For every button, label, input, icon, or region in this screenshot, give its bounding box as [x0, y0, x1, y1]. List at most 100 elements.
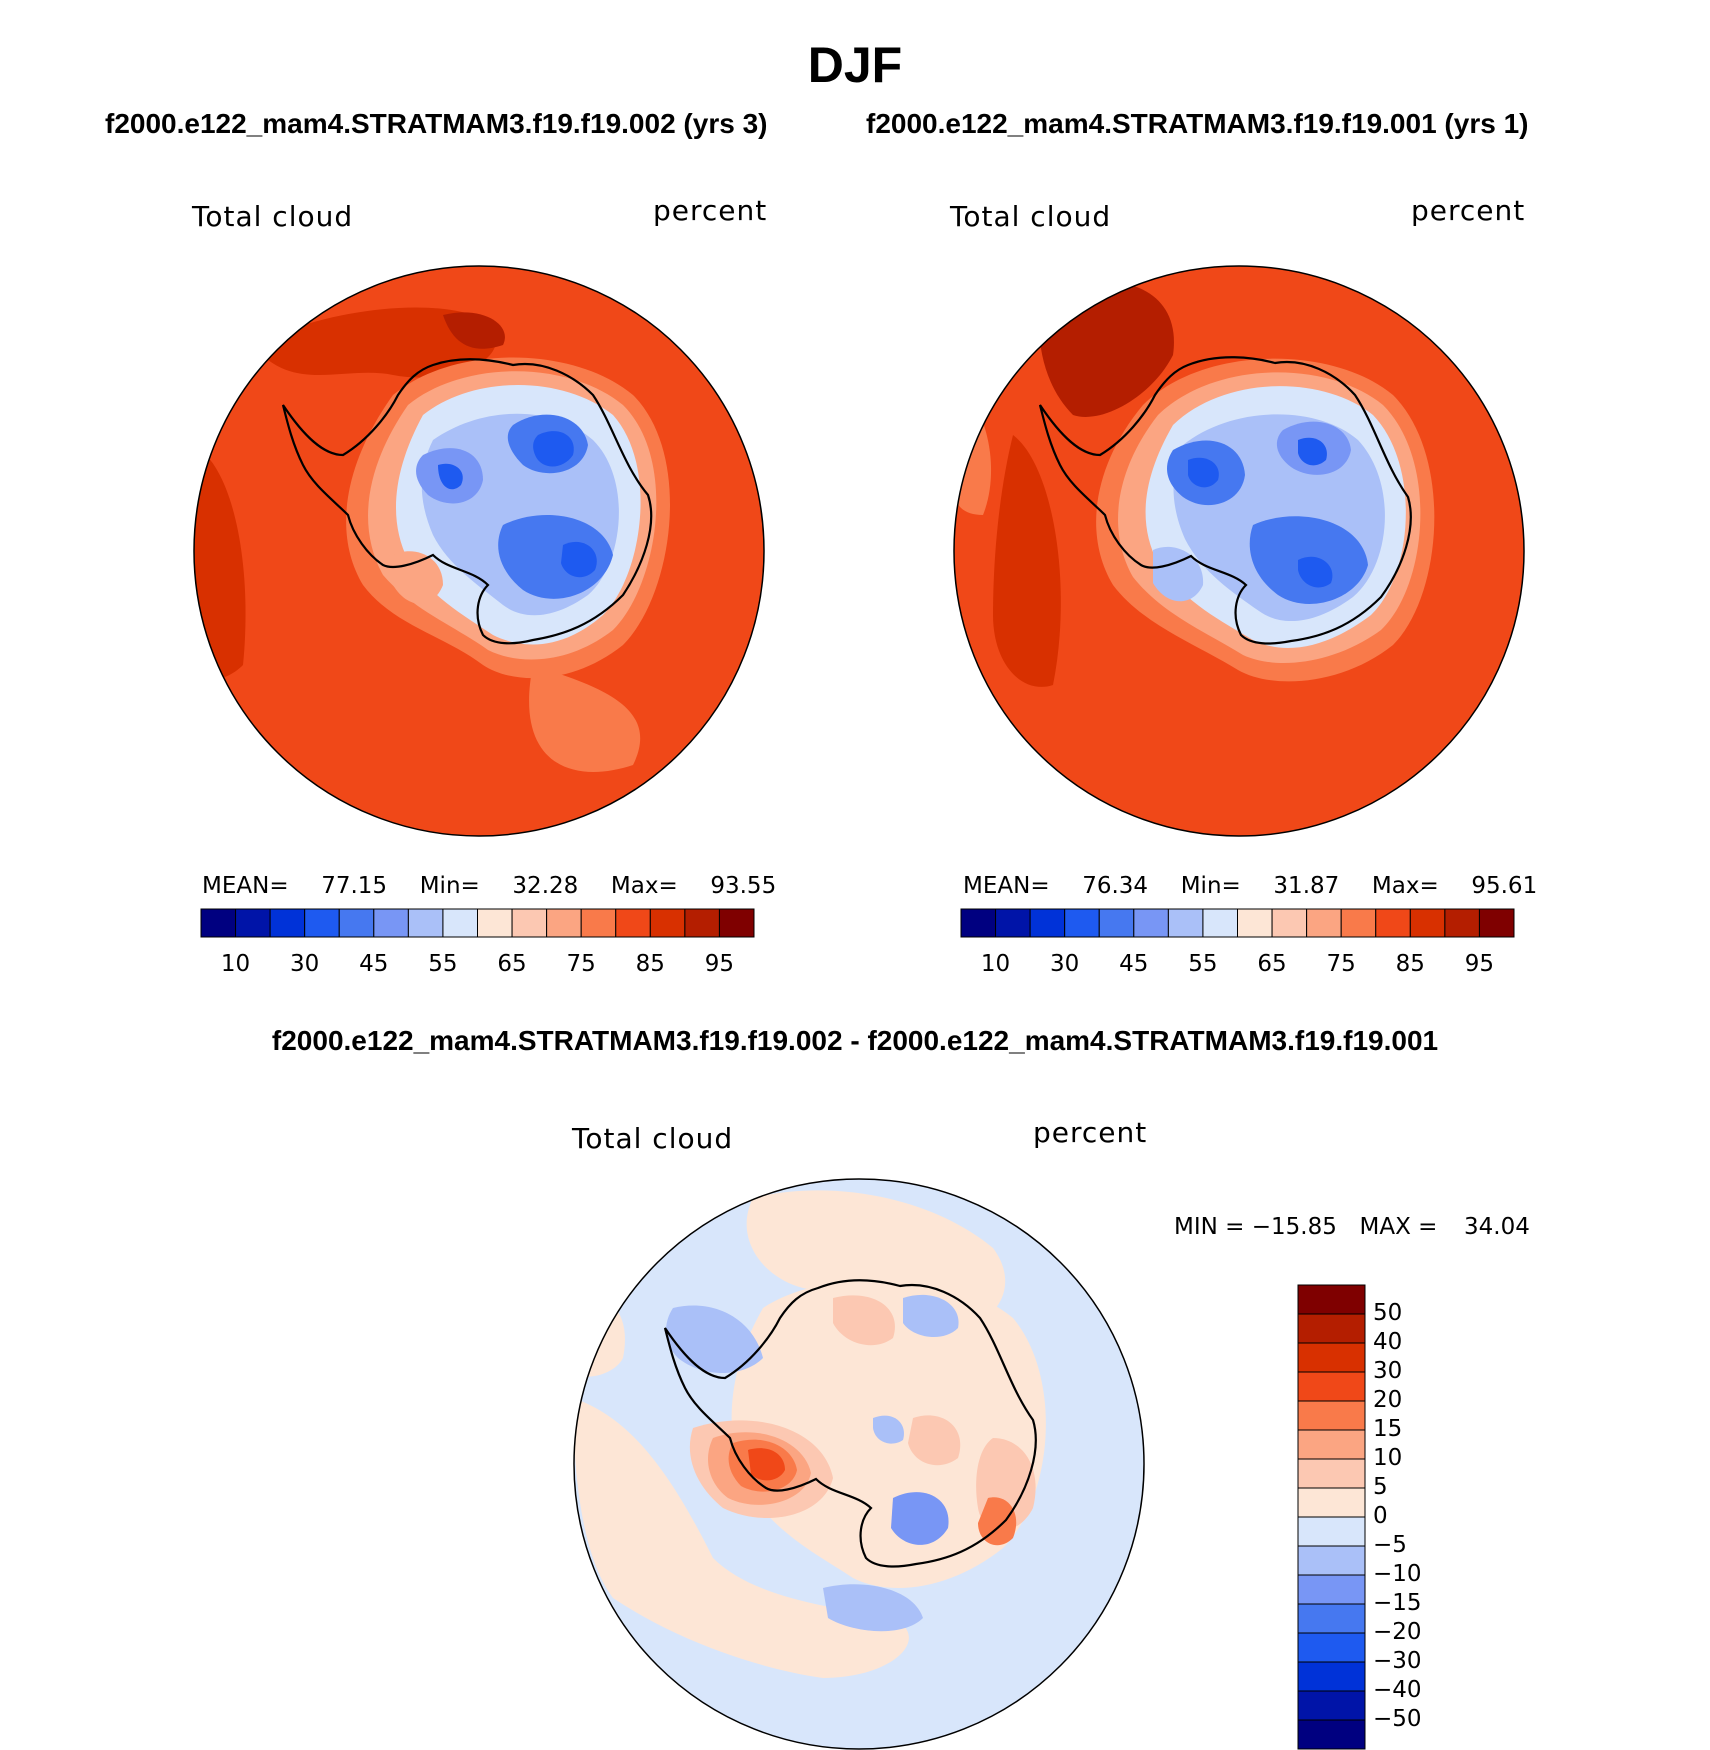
colorbar-tick-label: −30 [1373, 1648, 1422, 1674]
right-min-label: Min= [1180, 873, 1241, 899]
colorbar-cell [235, 908, 271, 938]
left-polar-map [193, 265, 765, 837]
colorbar-tick-label: 10 [220, 951, 251, 977]
colorbar-cell [1098, 908, 1135, 938]
colorbar-cell [200, 908, 237, 938]
left-interior-core-1 [533, 431, 574, 467]
diff-neg-patch-3 [891, 1492, 949, 1545]
right-max-value: 95.61 [1471, 873, 1538, 899]
colorbar-cell [1478, 908, 1515, 938]
left-ocean-high-patch-2 [194, 445, 246, 680]
right-mean-value: 76.34 [1082, 873, 1149, 899]
diff-pos2-patch-3 [908, 1415, 961, 1466]
colorbar-cell [1444, 908, 1480, 938]
colorbar-cell [649, 908, 686, 938]
right-polar-map [953, 265, 1525, 837]
diff-units-label: percent [1033, 1116, 1148, 1149]
colorbar-cell [338, 908, 375, 938]
colorbar-tick-label: 95 [1464, 951, 1495, 977]
colorbar-tick-label: 55 [1188, 951, 1218, 977]
colorbar-cell [1297, 1400, 1366, 1431]
colorbar-cell [1297, 1371, 1366, 1402]
diff-pos4-patch-east [978, 1497, 1017, 1546]
left-ocean-high-patch [253, 307, 497, 378]
diff-neg-patch-2 [903, 1294, 959, 1338]
colorbar-cell [442, 908, 478, 938]
colorbar-tick-label: 55 [428, 951, 458, 977]
colorbar-cell [1202, 908, 1238, 938]
colorbar-cell [1297, 1458, 1366, 1489]
colorbar-cell [1029, 908, 1066, 938]
right-max-label: Max= [1371, 873, 1439, 899]
colorbar-cell [1297, 1313, 1366, 1344]
colorbar-tick-label: −40 [1373, 1677, 1422, 1703]
colorbar-cell [407, 908, 444, 938]
colorbar-cell [1297, 1603, 1366, 1634]
colorbar-cell [995, 908, 1031, 938]
colorbar-cell [1271, 908, 1308, 938]
colorbar-cell [1297, 1516, 1366, 1547]
colorbar-cell [304, 908, 340, 938]
right-min-value: 31.87 [1273, 873, 1340, 899]
diff-neg-patch-4 [823, 1584, 923, 1632]
colorbar-cell [1297, 1487, 1366, 1518]
colorbar-tick-label: 0 [1373, 1503, 1388, 1529]
diff-pos2-patch-1 [833, 1295, 895, 1346]
colorbar-cell [1297, 1719, 1366, 1750]
left-mean-label: MEAN= [202, 873, 289, 899]
left-ocean-lower-patch [529, 665, 641, 772]
left-variable-label: Total cloud [192, 200, 354, 233]
right-interior-core-1 [1188, 457, 1219, 488]
colorbar-cell [1409, 908, 1446, 938]
colorbar-tick-label: 10 [980, 951, 1011, 977]
page-title: DJF [807, 37, 903, 93]
colorbar-cell [1297, 1661, 1366, 1692]
diff-min-label: MIN = [1174, 1214, 1245, 1240]
left-colorbar [200, 908, 755, 938]
difference-polar-map [573, 1178, 1145, 1750]
left-units-label: percent [653, 194, 768, 227]
diff-antarctica-coastline [663, 1279, 1037, 1568]
diff-neg-patch-5 [873, 1415, 904, 1444]
colorbar-cell [546, 908, 582, 938]
left-interior-blue-3 [498, 515, 613, 599]
left-ocean-high-patch-3 [443, 312, 505, 349]
diff-min-value: −15.85 [1251, 1214, 1337, 1240]
left-max-label: Max= [610, 873, 678, 899]
colorbar-cell [1237, 908, 1273, 938]
colorbar-tick-label: 45 [359, 951, 389, 977]
colorbar-cell [1297, 1429, 1366, 1460]
colorbar-tick-label: 45 [1119, 951, 1149, 977]
colorbar-tick-label: 15 [1373, 1416, 1403, 1442]
colorbar-tick-label: 75 [1326, 951, 1356, 977]
colorbar-tick-label: −20 [1373, 1619, 1422, 1645]
colorbar-tick-label: 40 [1373, 1329, 1403, 1355]
colorbar-cell [615, 908, 651, 938]
left-mean-value: 77.15 [321, 873, 388, 899]
right-ross-ice [1153, 546, 1204, 602]
colorbar-cell [477, 908, 513, 938]
colorbar-tick-label: 30 [1050, 951, 1080, 977]
colorbar-tick-label: 85 [1395, 951, 1425, 977]
colorbar-tick-label: 65 [497, 951, 527, 977]
diff-positive-southwest [574, 1398, 909, 1678]
colorbar-cell [1297, 1284, 1366, 1315]
colorbar-tick-label: −15 [1373, 1590, 1422, 1616]
left-interior-core-3 [438, 463, 463, 490]
diff-variable-label: Total cloud [572, 1122, 734, 1155]
right-antarctica-coastline [1038, 356, 1412, 645]
colorbar-tick-label: 30 [1373, 1358, 1403, 1384]
colorbar-tick-label: −5 [1373, 1532, 1407, 1558]
colorbar-cell [1297, 1545, 1366, 1576]
colorbar-cell [1340, 908, 1377, 938]
colorbar-cell [960, 908, 997, 938]
colorbar-tick-label: 10 [1373, 1445, 1403, 1471]
right-interior-core-3 [1298, 556, 1333, 588]
colorbar-cell [269, 908, 306, 938]
left-min-value: 32.28 [512, 873, 579, 899]
left-interior-core-2 [561, 541, 597, 578]
right-variable-label: Total cloud [950, 200, 1112, 233]
left-min-label: Min= [419, 873, 480, 899]
right-stats: MEAN= 76.34 Min= 31.87 Max= 95.61 [963, 873, 1537, 899]
right-interior-core-2 [1298, 437, 1327, 466]
